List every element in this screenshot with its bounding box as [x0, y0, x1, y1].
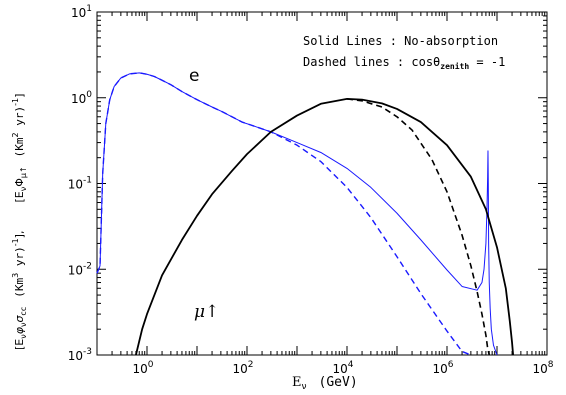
series-mu-dashed	[346, 98, 491, 356]
y-tick-label: 10-1	[68, 176, 92, 192]
legend-line-1: Solid Lines : No-absorption	[303, 34, 498, 48]
legend-line-2: Dashed lines : cosθzenith = -1	[303, 55, 505, 71]
x-tick-label: 108	[532, 360, 553, 376]
annotation-muon: μ↑	[194, 302, 219, 322]
x-tick-label: 106	[432, 360, 453, 376]
series-mu-solid	[135, 97, 515, 356]
y-tick-label: 100	[71, 90, 92, 106]
series-e-dashed	[96, 72, 472, 356]
y-axis-label: [Eνφνσcc(Km3 yr)-1],[EνΦμ↑(Km2 yr)-1]	[11, 94, 28, 350]
y-tick-label: 101	[71, 4, 92, 20]
x-axis-label: Eν (GeV)	[292, 375, 358, 392]
x-tick-label: 100	[132, 360, 153, 376]
y-tick-label: 10-3	[68, 347, 92, 363]
axis-ticks	[96, 12, 547, 356]
x-tick-label: 104	[332, 360, 353, 376]
x-tick-labels: 100 102 104 106 108	[132, 360, 553, 376]
annotation-electron: e	[189, 66, 199, 86]
y-tick-label: 10-2	[68, 261, 92, 277]
x-tick-label: 102	[232, 360, 253, 376]
y-tick-labels: 10-3 10-2 10-1 100 101	[68, 4, 93, 363]
data-series	[96, 72, 515, 356]
